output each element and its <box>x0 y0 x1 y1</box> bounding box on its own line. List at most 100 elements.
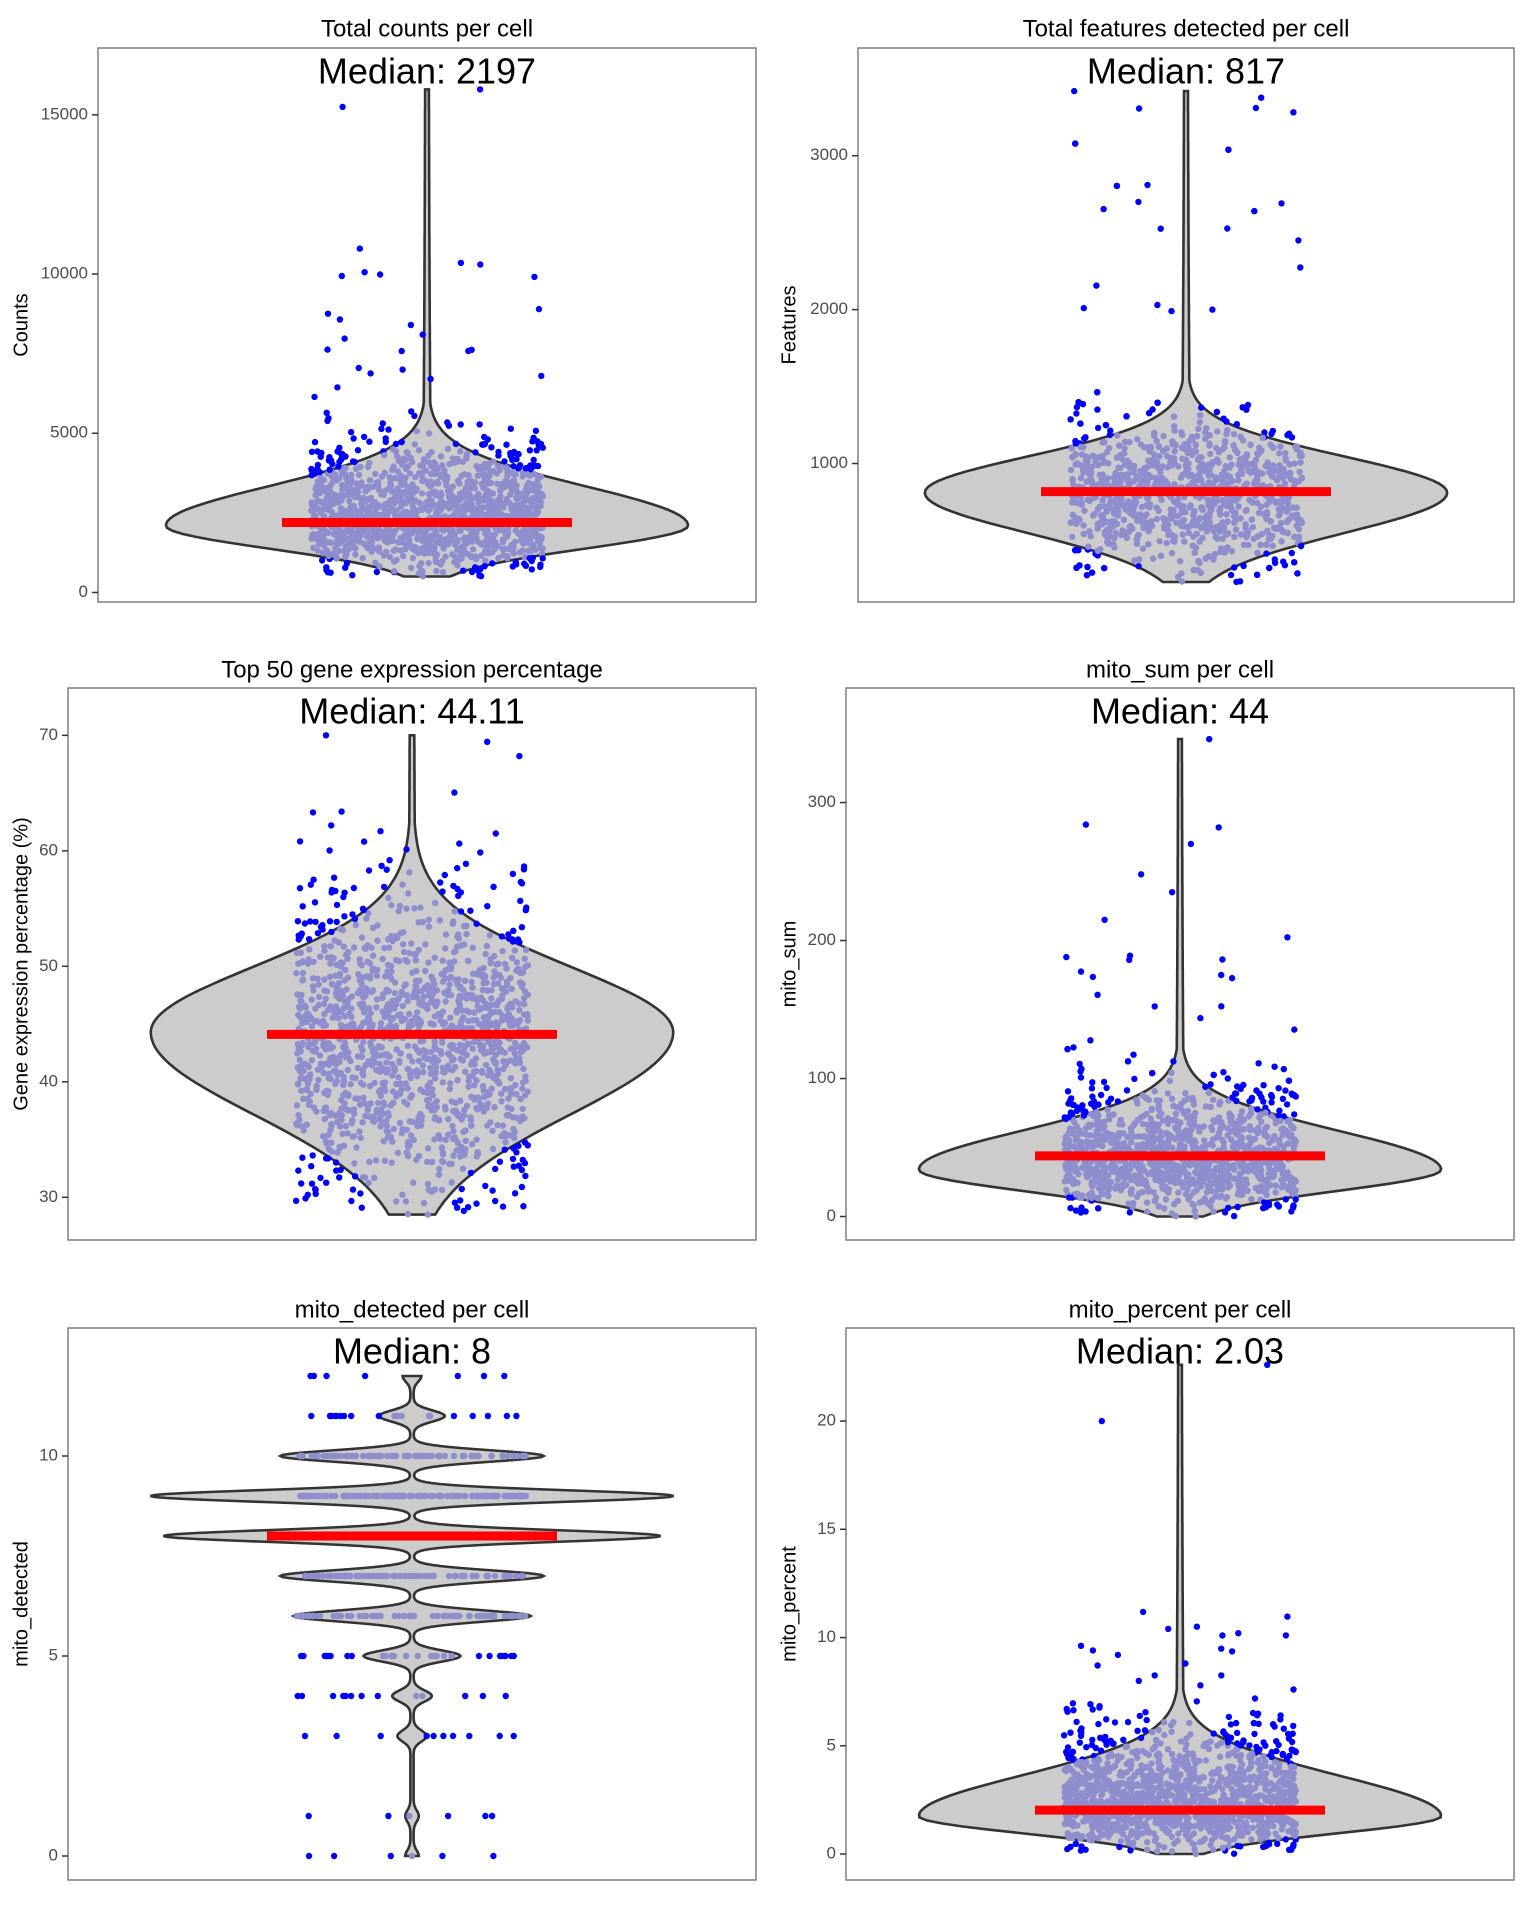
data-point-outlier <box>462 860 470 867</box>
data-point-outlier <box>383 866 390 873</box>
data-point-inside <box>1184 1107 1192 1115</box>
data-point-outlier <box>332 1159 340 1166</box>
data-point-inside <box>449 455 457 462</box>
data-point-inside <box>1190 566 1198 574</box>
data-point-inside <box>454 933 461 940</box>
data-point-inside <box>1111 544 1118 551</box>
data-point-inside <box>1214 428 1221 435</box>
data-point-outlier <box>531 273 538 281</box>
data-point-outlier <box>1239 404 1246 411</box>
data-point-inside <box>1235 503 1242 510</box>
data-point-outlier <box>472 449 479 456</box>
data-point-outlier <box>349 911 356 918</box>
data-point-inside <box>523 495 530 503</box>
data-point-inside <box>524 510 531 518</box>
data-point-inside <box>307 1071 314 1078</box>
data-point-inside <box>1084 454 1092 461</box>
data-point-inside <box>319 487 327 495</box>
data-point-outlier <box>467 907 474 914</box>
data-point-outlier <box>382 435 389 442</box>
data-point-inside <box>485 480 493 487</box>
data-point-inside <box>1080 463 1088 470</box>
data-point-inside <box>334 1149 341 1156</box>
data-point-inside <box>1167 459 1174 467</box>
data-point-inside <box>1196 538 1204 545</box>
data-point-inside <box>1206 440 1213 447</box>
data-point-inside <box>1115 464 1122 471</box>
data-point-inside <box>483 472 491 480</box>
data-point-inside <box>419 526 427 533</box>
data-point-inside <box>487 1001 495 1009</box>
y-tick-label: 10000 <box>41 264 88 283</box>
data-point-inside <box>465 1083 472 1090</box>
data-point-inside <box>394 1090 401 1097</box>
data-point-inside <box>313 491 320 499</box>
data-point-inside <box>324 954 332 961</box>
y-tick-label: 60 <box>39 840 58 859</box>
data-point-inside <box>1067 466 1075 474</box>
data-point-outlier <box>357 1190 364 1197</box>
data-point-inside <box>325 1040 332 1047</box>
data-point-outlier <box>489 560 496 567</box>
data-point-inside <box>1263 511 1270 518</box>
data-point-inside <box>353 1144 360 1151</box>
data-point-inside <box>480 1108 487 1115</box>
data-point-inside <box>1243 453 1250 460</box>
data-point-inside <box>350 944 358 951</box>
data-point-inside <box>412 497 419 504</box>
data-point-outlier <box>378 425 385 433</box>
data-point-inside <box>1171 448 1178 455</box>
data-point-inside <box>420 1047 427 1054</box>
data-point-outlier <box>312 918 319 926</box>
data-point-outlier <box>477 261 484 268</box>
data-point-inside <box>382 548 390 555</box>
data-point-outlier <box>1075 399 1082 406</box>
data-point-outlier <box>1073 410 1080 417</box>
data-point-inside <box>1068 445 1076 452</box>
data-point-outlier <box>1094 406 1101 413</box>
data-point-inside <box>511 1129 518 1136</box>
data-point-outlier <box>530 456 537 464</box>
data-point-inside <box>1084 496 1092 503</box>
data-point-inside <box>502 1062 509 1069</box>
data-point-inside <box>342 966 349 974</box>
data-point-outlier <box>335 463 342 470</box>
data-point-outlier <box>1227 571 1235 579</box>
data-point-inside <box>1101 503 1108 510</box>
data-point-inside <box>387 482 395 490</box>
data-point-inside <box>345 1049 352 1056</box>
y-tick-label: 40 <box>39 1071 58 1090</box>
data-point-inside <box>312 532 319 539</box>
data-point-outlier <box>1258 94 1265 101</box>
data-point-inside <box>1126 438 1133 446</box>
data-point-inside <box>335 939 342 946</box>
data-point-inside <box>1177 474 1185 481</box>
data-point-inside <box>402 456 409 463</box>
data-point-inside <box>1225 500 1233 507</box>
data-point-outlier <box>411 412 418 420</box>
data-point-outlier <box>398 438 405 446</box>
data-point-inside <box>293 970 300 977</box>
data-point-outlier <box>456 840 463 847</box>
data-point-outlier <box>296 838 304 845</box>
data-point-outlier <box>1100 1078 1108 1086</box>
data-point-inside <box>1069 475 1076 483</box>
data-point-inside <box>1248 516 1256 523</box>
data-point-inside <box>354 536 362 543</box>
data-point-outlier <box>451 1199 459 1206</box>
data-point-outlier <box>386 857 393 864</box>
data-point-inside <box>354 488 362 496</box>
data-point-outlier <box>350 884 358 892</box>
data-point-inside <box>505 1012 512 1019</box>
data-point-inside <box>330 1055 337 1063</box>
data-point-inside <box>466 491 473 498</box>
data-point-inside <box>458 1049 466 1056</box>
data-point-outlier <box>521 560 528 567</box>
data-point-inside <box>394 468 402 475</box>
data-point-inside <box>499 947 506 955</box>
data-point-inside <box>1214 535 1221 542</box>
data-point-inside <box>452 976 459 983</box>
data-point-inside <box>372 559 379 566</box>
data-point-inside <box>418 545 426 552</box>
data-point-outlier <box>1084 563 1091 571</box>
